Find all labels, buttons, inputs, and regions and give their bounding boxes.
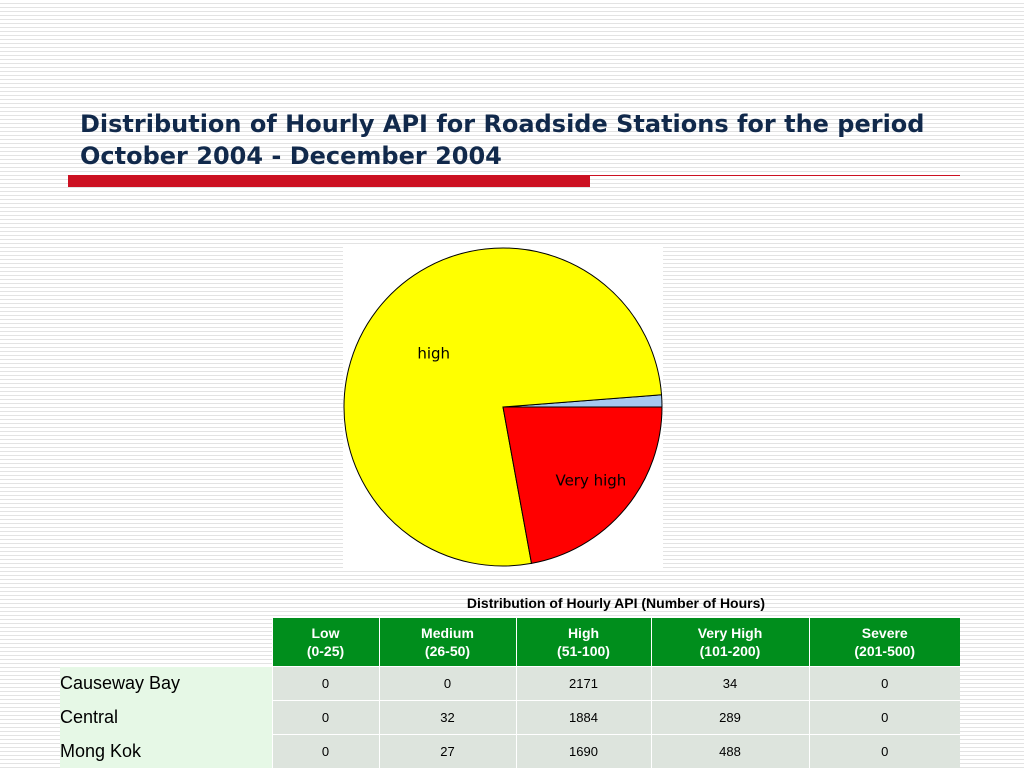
col-header-high: High (51-100) (515, 618, 651, 667)
col-header-label: Very High (697, 625, 763, 641)
table-row: Central 0 32 1884 289 0 (60, 700, 960, 735)
table-caption: Distribution of Hourly API (Number of Ho… (466, 595, 766, 611)
col-header-medium: Medium (26-50) (378, 618, 516, 667)
pie-label-very-high: Very high (555, 471, 626, 489)
col-header-range: (201-500) (854, 643, 916, 659)
slide-title: Distribution of Hourly API for Roadside … (80, 110, 925, 170)
row-station-name: Central (60, 700, 272, 735)
title-underline-thin (590, 175, 960, 176)
col-header-range: (26-50) (424, 643, 471, 659)
header-corner (60, 618, 272, 667)
col-header-label: Low (311, 625, 340, 641)
table-cell: 32 (378, 700, 516, 735)
table-row: Causeway Bay 0 0 2171 34 0 (60, 666, 960, 701)
col-header-severe: Severe (201-500) (808, 618, 960, 667)
table-cell: 0 (271, 734, 379, 768)
row-station-name: Mong Kok (60, 734, 272, 768)
table-row: Mong Kok 0 27 1690 488 0 (60, 734, 960, 768)
col-header-label: Medium (421, 625, 474, 641)
table-cell: 2171 (515, 666, 651, 701)
col-header-low: Low (0-25) (271, 618, 379, 667)
pie-label-high: high (417, 345, 450, 363)
col-header-label: Severe (861, 625, 908, 641)
api-distribution-table: Low (0-25) Medium (26-50) High (51-100) … (60, 618, 960, 768)
table-cell: 0 (271, 666, 379, 701)
table-cell: 0 (808, 734, 960, 768)
table-cell: 0 (808, 666, 960, 701)
pie-slice-very-high (502, 406, 663, 565)
col-header-label: High (567, 625, 600, 641)
pie-chart-area: high Very high (343, 245, 663, 568)
table-cell: 0 (808, 700, 960, 735)
table-cell: 1690 (515, 734, 651, 768)
table-cell: 27 (378, 734, 516, 768)
table-cell: 488 (650, 734, 809, 768)
table-cell: 34 (650, 666, 809, 701)
col-header-range: (101-200) (699, 643, 761, 659)
title-underline-thick (68, 175, 590, 187)
table-cell: 289 (650, 700, 809, 735)
pie-chart: high Very high (343, 247, 663, 567)
row-station-name: Causeway Bay (60, 666, 272, 701)
table-cell: 0 (378, 666, 516, 701)
col-header-very-high: Very High (101-200) (650, 618, 809, 667)
table-cell: 0 (271, 700, 379, 735)
col-header-range: (51-100) (557, 643, 610, 659)
table-cell: 1884 (515, 700, 651, 735)
col-header-range: (0-25) (306, 643, 345, 659)
table-header-row: Low (0-25) Medium (26-50) High (51-100) … (60, 618, 960, 667)
